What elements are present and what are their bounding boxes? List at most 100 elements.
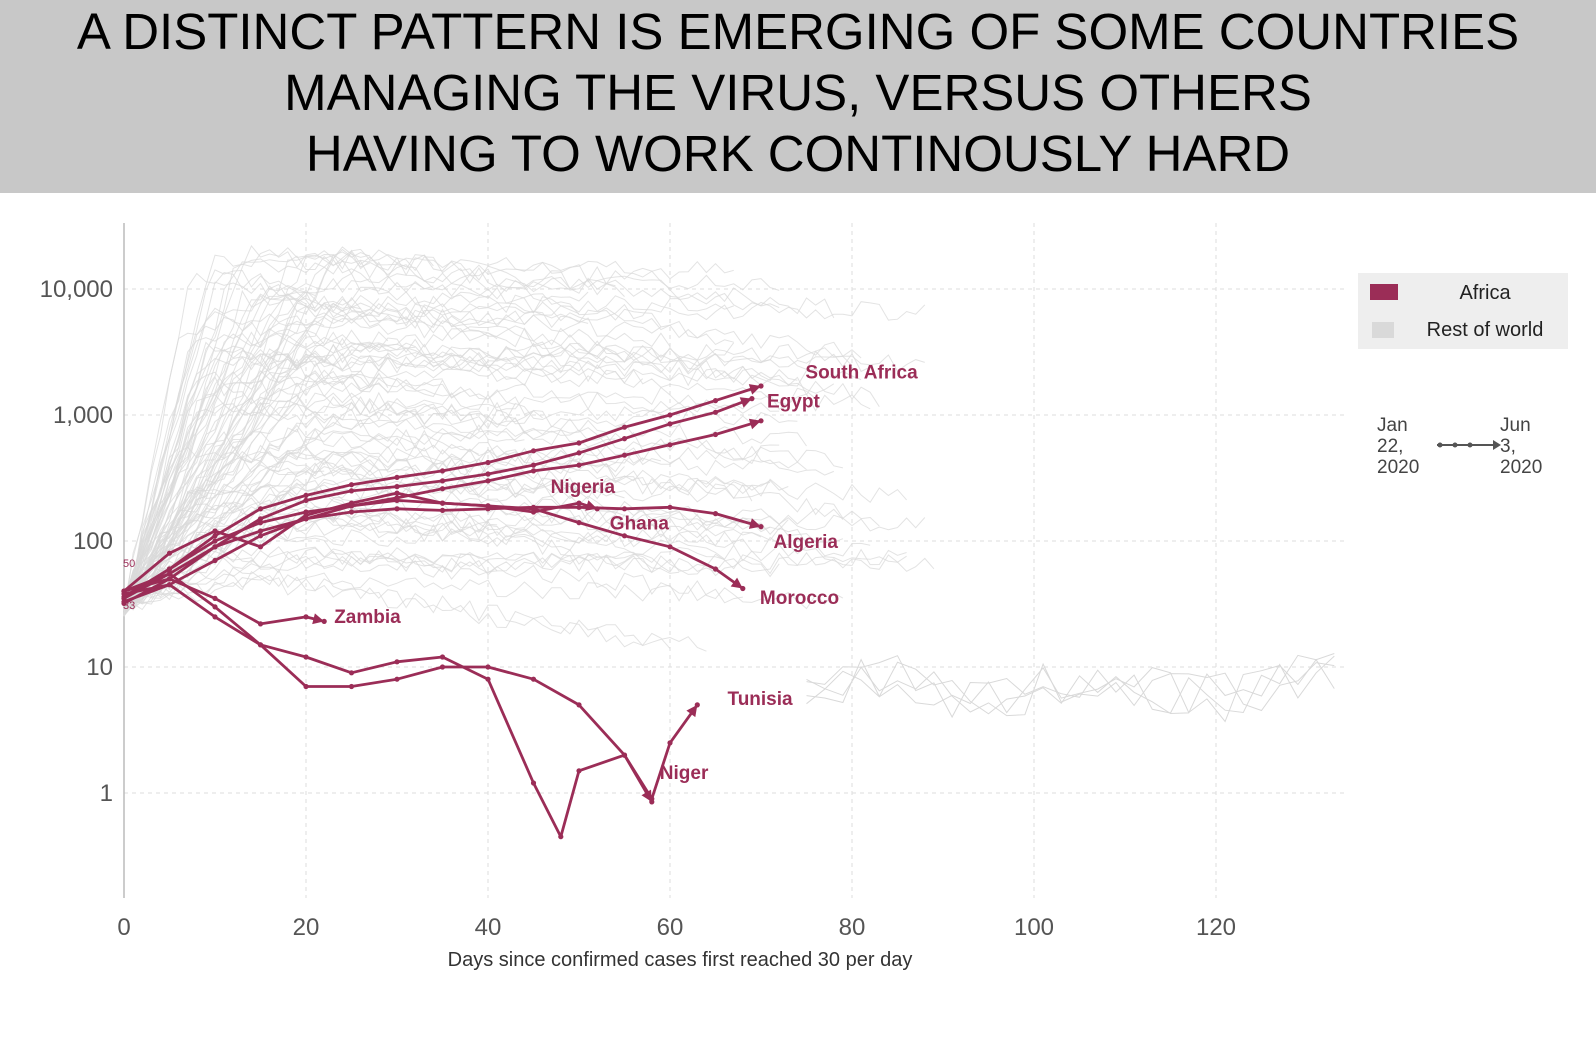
series-point-morocco — [257, 520, 264, 526]
rest-of-world-line — [123, 396, 807, 600]
series-point-zambia — [166, 576, 173, 582]
rest-of-world-line — [123, 248, 370, 605]
series-point-south-africa — [348, 482, 355, 488]
time-note-end-year: 2020 — [1500, 457, 1542, 478]
series-point-tunisia — [166, 571, 173, 577]
series-point-south-africa — [394, 474, 400, 480]
series-point-south-africa — [758, 383, 764, 389]
series-arrow-egypt — [739, 397, 752, 408]
country-label-nigeria: Nigeria — [551, 477, 616, 498]
series-point-morocco — [303, 509, 309, 515]
rest-of-world-line — [123, 418, 844, 616]
rest-of-world-line — [123, 384, 543, 609]
rest-of-world-line — [123, 291, 880, 600]
series-point-niger — [558, 834, 564, 840]
start-value-label: 33 — [123, 600, 135, 612]
series-point-niger — [485, 676, 491, 682]
series-point-egypt — [712, 409, 719, 415]
series-point-egypt — [576, 450, 582, 456]
country-label-egypt: Egypt — [767, 392, 820, 413]
series-arrow-zambia — [312, 613, 325, 625]
series-point-morocco — [485, 503, 491, 509]
rest-of-world-line — [123, 244, 780, 617]
series-point-algeria — [303, 516, 309, 522]
series-point-south-africa — [621, 424, 628, 430]
y-tick-label: 10,000 — [40, 276, 113, 303]
series-point-nigeria — [485, 478, 491, 484]
series-point-algeria — [348, 509, 355, 515]
x-tick-label: 60 — [657, 914, 684, 941]
series-point-tunisia — [303, 683, 309, 690]
series-point-egypt — [348, 488, 355, 494]
rest-of-world-line — [123, 328, 389, 602]
rest-of-world-line — [123, 428, 525, 609]
rest-of-world-line — [123, 401, 780, 604]
x-tick-label: 0 — [117, 914, 130, 941]
series-point-ghana — [212, 528, 218, 534]
rest-of-world-line — [123, 572, 743, 615]
headline-line-1: A DISTINCT PATTERN IS EMERGING OF SOME C… — [76, 3, 1520, 60]
rest-of-world-line — [123, 316, 325, 616]
series-point-niger — [348, 670, 355, 676]
rest-of-world-line — [123, 258, 925, 600]
series-point-zambia — [321, 618, 327, 624]
series-point-tunisia — [530, 676, 537, 682]
rest-of-world-line — [123, 444, 780, 612]
country-labels: South Africa Egypt Nigeria Ghana Algeria Moro… — [334, 362, 918, 783]
series-point-nigeria — [212, 557, 218, 564]
x-axis-title: Days since confirmed cases first reached… — [448, 949, 913, 971]
series-point-algeria — [439, 507, 446, 513]
rest-of-world-line — [123, 553, 907, 605]
legend-label-rest-of-world: Rest of world — [1427, 319, 1544, 341]
series-point-morocco — [530, 506, 537, 512]
rest-of-world-line — [806, 658, 1335, 723]
series-point-algeria — [576, 504, 582, 510]
time-note-dot — [1452, 442, 1458, 448]
time-note-dot — [1437, 442, 1443, 448]
rest-of-world-line — [123, 447, 643, 600]
rest-of-world-line — [123, 551, 935, 613]
series-point-ghana — [394, 490, 400, 496]
time-direction-note: Jan 22, 2020 Jun 3, 2020 — [1377, 415, 1542, 478]
series-arrow-tunisia — [686, 704, 698, 718]
rest-of-world-line — [123, 353, 607, 617]
time-note-arrow-head — [1493, 440, 1501, 450]
series-point-morocco — [394, 497, 400, 503]
legend: Africa Rest of world — [1358, 273, 1568, 349]
series-point-egypt — [257, 516, 264, 522]
series-point-niger — [621, 752, 628, 758]
series-point-morocco — [166, 566, 173, 572]
series-point-nigeria — [257, 533, 264, 539]
series-point-egypt — [439, 478, 446, 484]
legend-swatch-rest-of-world — [1372, 322, 1394, 338]
series-line-tunisia — [123, 572, 699, 801]
series-point-zambia — [257, 621, 264, 627]
rest-of-world-line — [123, 301, 926, 603]
series-point-niger — [121, 591, 127, 597]
y-tick-label: 100 — [73, 528, 113, 555]
series-point-morocco — [667, 544, 673, 550]
series-point-algeria — [394, 506, 400, 512]
series-point-tunisia — [485, 664, 491, 670]
rest-of-world-line — [123, 258, 625, 609]
series-point-morocco — [439, 500, 446, 506]
series-point-zambia — [303, 614, 309, 620]
rest-of-world-line — [123, 424, 480, 616]
rest-of-world-line — [123, 444, 907, 604]
series-point-south-africa — [667, 412, 673, 418]
series-point-niger — [439, 654, 446, 660]
series-point-tunisia — [576, 702, 582, 708]
rest-of-world-line — [123, 351, 552, 611]
series-point-egypt — [394, 484, 400, 490]
series-point-egypt — [621, 436, 628, 442]
x-tick-label: 40 — [475, 914, 502, 941]
rest-of-world-line — [123, 269, 434, 607]
series-point-algeria — [667, 504, 673, 510]
rest-of-world-line — [123, 343, 862, 616]
series-point-morocco — [576, 520, 582, 526]
y-tick-label: 10 — [86, 654, 113, 681]
country-label-algeria: Algeria — [774, 532, 839, 553]
series-point-south-africa — [530, 448, 537, 454]
series-point-south-africa — [439, 468, 446, 474]
